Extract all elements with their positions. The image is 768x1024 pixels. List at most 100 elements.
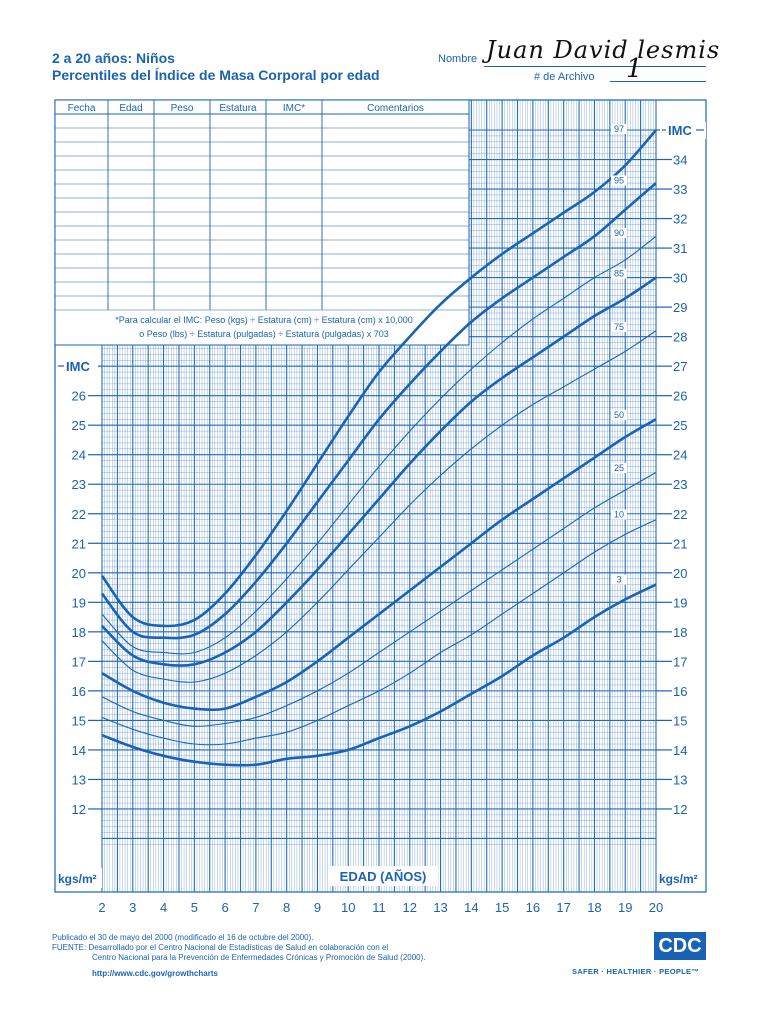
- y-tick-right-label: 27: [673, 359, 687, 374]
- chart-title-line2: Percentiles del Índice de Masa Corporal …: [52, 67, 380, 83]
- y-tick-right-bg: [670, 151, 704, 167]
- y-tick-left-label: 13: [72, 772, 86, 787]
- y-tick-right-bg: [670, 505, 704, 521]
- record-table-col-header: Fecha: [68, 103, 96, 114]
- x-tick-label: 19: [618, 900, 632, 915]
- percentile-curve-97: [100, 129, 657, 628]
- name-underline: [484, 66, 706, 67]
- y-tick-right-label: 29: [673, 300, 687, 315]
- y-tick-left-label: 24: [72, 448, 86, 463]
- name-value[interactable]: Juan David lesmis: [486, 36, 721, 64]
- y-tick-left-bg: [58, 446, 88, 462]
- x-tick-label: 2: [98, 900, 105, 915]
- percentile-label-bg: [611, 175, 628, 186]
- y-tick-left-bg: [58, 771, 88, 787]
- y-tick-right-bg: [670, 387, 704, 403]
- y-tick-right-bg: [670, 328, 704, 344]
- y-tick-left-label: 17: [72, 654, 86, 669]
- y-tick-left-bg: [58, 535, 88, 551]
- units-left: kgs/m²: [58, 872, 97, 886]
- percentile-curve-95: [100, 182, 657, 640]
- percentile-curve-3: [101, 583, 657, 767]
- percentile-label-bg: [611, 509, 628, 520]
- x-tick-label: 13: [433, 900, 447, 915]
- y-tick-left-label: 22: [72, 507, 86, 522]
- percentile-label-50: 50: [614, 410, 624, 420]
- percentile-label-bg: [611, 227, 628, 238]
- axis-labels: 1213141516171819202122232425262712131415…: [56, 122, 706, 915]
- y-tick-right-label: 21: [673, 536, 687, 551]
- x-tick-label: 3: [129, 900, 136, 915]
- percentile-curve-50: [101, 418, 657, 712]
- y-tick-right-label: 22: [673, 507, 687, 522]
- record-table-frame: [54, 99, 470, 346]
- y-tick-right-label: 25: [673, 418, 687, 433]
- y-tick-right-label: 33: [673, 182, 687, 197]
- x-axis-label-bg: [328, 866, 438, 886]
- y-tick-left-bg: [58, 564, 88, 580]
- y-tick-right-bg: [670, 476, 704, 492]
- units-right: kgs/m²: [659, 872, 698, 886]
- percentile-label-bg: [611, 268, 628, 279]
- y-tick-right-label: 20: [673, 566, 687, 581]
- y-tick-left-label: 18: [72, 625, 86, 640]
- y-tick-left-bg: [58, 653, 88, 669]
- percentile-label-bg: [611, 462, 628, 473]
- x-tick-label: 9: [314, 900, 321, 915]
- y-tick-left-label: 23: [72, 477, 86, 492]
- x-tick-label: 17: [556, 900, 570, 915]
- y-tick-right-label: 13: [673, 772, 687, 787]
- y-tick-left-bg: [58, 505, 88, 521]
- percentile-label-bg: [611, 574, 628, 585]
- growthcharts-link[interactable]: http://www.cdc.gov/growthcharts: [92, 969, 218, 978]
- record-table-col-header: Estatura: [219, 103, 257, 114]
- units-left-bg: [56, 868, 102, 888]
- y-tick-left-label: 20: [72, 566, 86, 581]
- percentile-label-bg: [611, 124, 628, 135]
- y-tick-right-bg: [670, 210, 704, 226]
- x-tick-label: 8: [283, 900, 290, 915]
- x-tick-label: 12: [403, 900, 417, 915]
- bmi-formula-line2: o Peso (lbs) ÷ Estatura (pulgadas) ÷ Est…: [139, 329, 389, 339]
- percentile-label-95: 95: [614, 175, 624, 185]
- y-tick-left-label: 19: [72, 595, 86, 610]
- record-table-col-header: Comentarios: [367, 103, 424, 114]
- percentile-curve-25: [101, 471, 657, 727]
- y-tick-left-bg: [58, 712, 88, 728]
- y-tick-right-bg: [670, 623, 704, 639]
- bmi-formula-line1: *Para calcular el IMC: Peso (kgs) ÷ Esta…: [115, 315, 413, 325]
- y-tick-right-bg: [670, 358, 704, 374]
- y-tick-left-label: 14: [72, 743, 86, 758]
- y-tick-right-bg: [670, 269, 704, 285]
- y-tick-right-bg: [670, 446, 704, 462]
- x-axis-label: EDAD (AÑOS): [340, 869, 427, 884]
- y-tick-right-label: 16: [673, 684, 687, 699]
- file-label: # de Archivo: [534, 71, 595, 83]
- y-tick-right-label: 26: [673, 389, 687, 404]
- y-tick-left-bg: [58, 387, 88, 403]
- y-tick-right-label: 34: [673, 153, 687, 168]
- file-value[interactable]: 1: [626, 54, 644, 84]
- y-tick-right-bg: [670, 771, 704, 787]
- x-tick-label: 11: [372, 900, 386, 915]
- y-tick-left-bg: [58, 623, 88, 639]
- cdc-slogan: SAFER · HEALTHIER · PEOPLE™: [572, 967, 700, 976]
- y-tick-left-label: 21: [72, 536, 86, 551]
- y-tick-right-label: 19: [673, 595, 687, 610]
- x-tick-label: 20: [649, 900, 663, 915]
- x-tick-label: 6: [221, 900, 228, 915]
- y-tick-left-bg: [58, 800, 88, 816]
- y-tick-right-label: 30: [673, 271, 687, 286]
- x-tick-label: 7: [252, 900, 259, 915]
- percentile-label-bg: [611, 321, 628, 332]
- percentile-curves: 97 95 90 85 75 50 25 10 3: [100, 124, 657, 767]
- percentile-label-bg: [611, 409, 628, 420]
- y-tick-right-label: 14: [673, 743, 687, 758]
- y-tick-right-label: 23: [673, 477, 687, 492]
- x-tick-label: 14: [464, 900, 478, 915]
- y-tick-right-label: 28: [673, 330, 687, 345]
- y-tick-right-label: 31: [673, 241, 687, 256]
- y-tick-right-bg: [670, 417, 704, 433]
- y-tick-left-bg: [58, 417, 88, 433]
